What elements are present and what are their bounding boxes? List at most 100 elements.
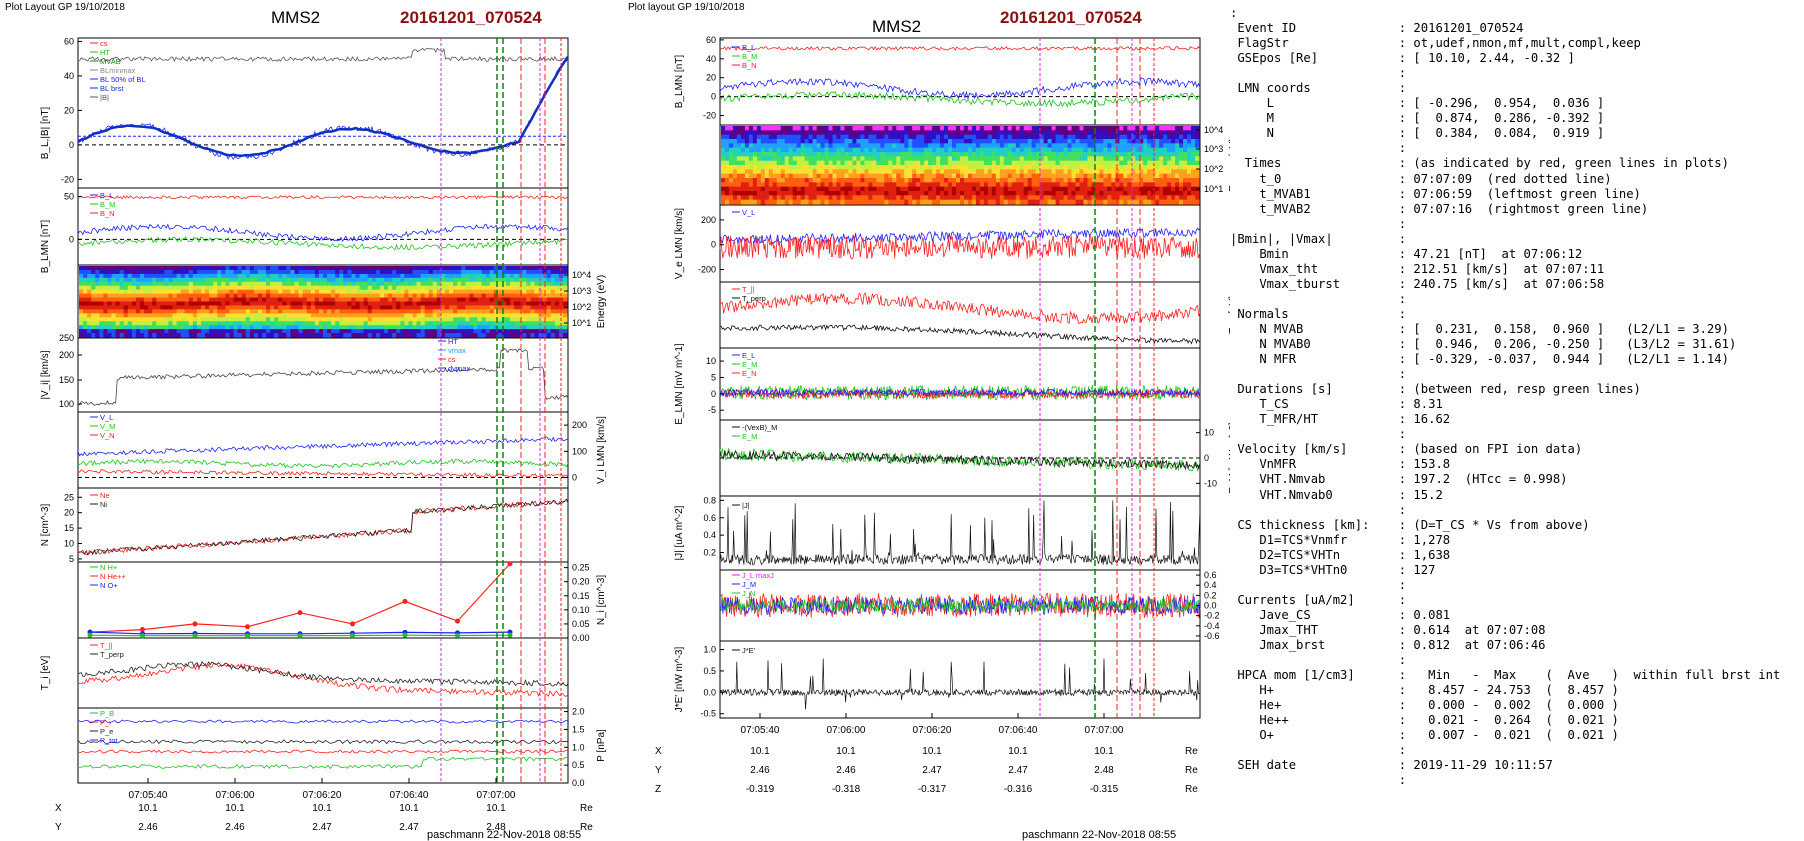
spectrogram-cell	[286, 297, 292, 303]
spectrogram-cell	[784, 126, 790, 131]
spectrogram-cell	[249, 266, 255, 271]
spectrogram-cell	[432, 301, 438, 307]
spectrogram-cell	[824, 178, 830, 183]
spectrogram-cell	[1115, 139, 1120, 144]
spectrogram-cell	[721, 143, 726, 149]
spectrogram-cell	[740, 147, 746, 153]
spectrogram-cell	[314, 285, 320, 291]
spectrogram-cell	[991, 126, 997, 131]
spectrogram-cell	[1179, 191, 1184, 196]
spectrogram-cell	[1051, 165, 1057, 170]
spectrogram-cell	[936, 156, 941, 162]
spectrogram-cell	[318, 329, 324, 334]
spectrogram-cell	[979, 173, 985, 179]
spectrogram-cell	[900, 178, 905, 183]
spectrogram-cell	[379, 269, 385, 275]
spectrogram-cell	[274, 329, 279, 334]
spectrogram-cell	[135, 313, 141, 318]
spectrogram-cell	[465, 293, 470, 299]
spectrogram-cell	[412, 333, 418, 338]
spectrogram-cell	[880, 199, 885, 205]
spectrogram-cell	[270, 329, 275, 334]
spectrogram-cell	[1047, 134, 1053, 140]
spectrogram-cell	[420, 293, 426, 299]
spectrogram-cell	[225, 269, 231, 275]
spectrogram-cell	[457, 305, 462, 310]
spectrogram-cell	[721, 160, 726, 166]
middle-j-tick: 0.2	[703, 548, 716, 558]
spectrogram-cell	[253, 321, 259, 326]
spectrogram-cell	[225, 333, 231, 338]
spectrogram-cell	[123, 269, 129, 275]
spectrogram-cell	[314, 313, 320, 318]
spectrogram-cell	[1075, 130, 1081, 136]
spectrogram-cell	[485, 313, 491, 318]
middle-blmn-tick: 40	[706, 54, 716, 64]
spectrogram-cell	[192, 321, 198, 326]
spectrogram-cell	[131, 305, 137, 310]
spectrogram-cell	[896, 178, 901, 183]
spectrogram-cell	[908, 195, 913, 201]
spectrogram-cell	[1191, 143, 1196, 149]
spectrogram-cell	[445, 285, 450, 291]
spectrogram-cell	[1015, 152, 1021, 157]
spectrogram-cell	[1079, 165, 1085, 170]
spectrogram-cell	[379, 297, 385, 303]
spectrogram-cell	[864, 173, 869, 179]
spectrogram-cell	[1055, 130, 1061, 136]
spectrogram-cell	[286, 273, 292, 279]
spectrogram-cell	[469, 273, 475, 279]
spectrogram-cell	[840, 186, 846, 192]
spectrogram-cell	[1179, 139, 1184, 144]
spectrogram-cell	[400, 285, 405, 291]
spectrogram-cell	[808, 182, 814, 188]
spectrogram-cell	[408, 273, 414, 279]
spectrogram-cell	[469, 269, 475, 275]
spectrogram-cell	[245, 325, 251, 330]
spectrogram-cell	[196, 329, 202, 334]
spectrogram-cell	[1127, 195, 1132, 201]
spectrogram-cell	[948, 178, 953, 183]
spectrogram-cell	[772, 134, 778, 140]
spectrogram-cell	[820, 199, 826, 205]
spectrogram-cell	[960, 182, 965, 188]
spectrogram-cell	[87, 293, 92, 299]
spectrogram-cell	[904, 186, 909, 192]
spectrogram-cell	[991, 130, 997, 136]
spectrogram-cell	[876, 169, 881, 175]
spectrogram-cell	[979, 178, 985, 183]
spectrogram-cell	[1023, 199, 1029, 205]
middle-energy-tick: 10^3	[1204, 144, 1223, 154]
spectrogram-cell	[768, 199, 774, 205]
spectrogram-cell	[465, 333, 470, 338]
spectrogram-cell	[453, 309, 458, 314]
spectrogram-cell	[205, 285, 210, 291]
left-hpca-point	[402, 598, 408, 604]
spectrogram-cell	[262, 329, 267, 334]
spectrogram-cell	[469, 305, 475, 310]
spectrogram-cell	[530, 277, 536, 283]
spectrogram-cell	[420, 317, 426, 322]
spectrogram-cell	[306, 297, 312, 303]
spectrogram-cell	[744, 178, 750, 183]
spectrogram-cell	[318, 317, 324, 322]
spectrogram-cell	[445, 325, 450, 330]
spectrogram-cell	[550, 273, 556, 279]
spectrogram-cell	[900, 186, 905, 192]
spectrogram-cell	[290, 305, 296, 310]
left-vm-line	[77, 458, 569, 469]
spectrogram-cell	[912, 165, 917, 170]
spectrogram-cell	[514, 317, 519, 322]
spectrogram-cell	[756, 130, 762, 136]
spectrogram-cell	[298, 281, 304, 287]
spectrogram-cell	[180, 281, 186, 287]
spectrogram-cell	[282, 309, 287, 314]
spectrogram-cell	[1171, 160, 1176, 166]
spectrogram-cell	[768, 169, 774, 175]
spectrogram-cell	[936, 178, 941, 183]
info-line: Durations [s] : (between red, resp green…	[1230, 382, 1641, 397]
spectrogram-cell	[1159, 199, 1164, 205]
spectrogram-cell	[740, 186, 746, 192]
spectrogram-cell	[164, 281, 170, 287]
spectrogram-cell	[123, 317, 129, 322]
